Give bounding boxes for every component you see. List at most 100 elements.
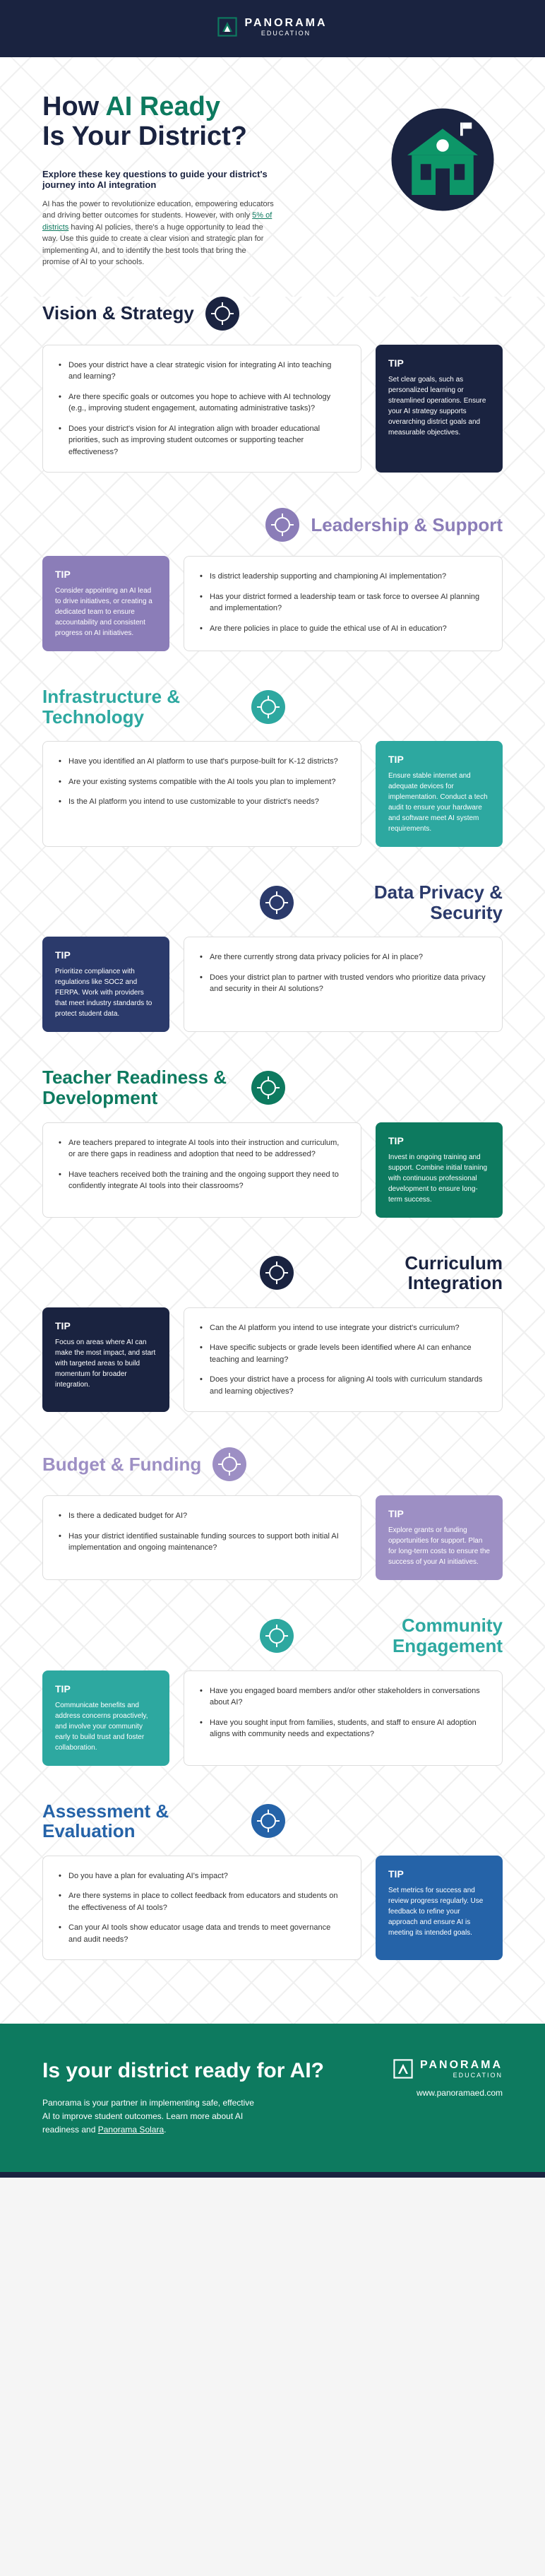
questions-box: Do you have a plan for evaluating AI's i… <box>42 1856 361 1961</box>
sections-container: Vision & Strategy Does your district have… <box>0 297 545 2024</box>
questions-box: Have you identified an AI platform to us… <box>42 741 361 847</box>
section: Data Privacy & Security TIP Prioritize com… <box>42 882 503 1032</box>
tip-box: TIP Focus on areas where AI can make the … <box>42 1307 169 1413</box>
section: Teacher Readiness & Development Are teach… <box>42 1067 503 1217</box>
question-item: Can your AI tools show educator usage da… <box>59 1922 345 1945</box>
section-title: Assessment & Evaluation <box>42 1801 240 1841</box>
hero-subtitle: Explore these key questions to guide you… <box>42 169 275 190</box>
school-building-icon <box>390 107 496 213</box>
tip-label: TIP <box>55 1320 157 1331</box>
section-title: Teacher Readiness & Development <box>42 1067 240 1108</box>
section-icon <box>212 1447 246 1481</box>
section-icon <box>260 886 294 920</box>
question-item: Does your district have a clear strategi… <box>59 360 345 383</box>
section-header: Leadership & Support <box>42 508 503 542</box>
question-item: Are there policies in place to guide the… <box>200 623 486 635</box>
footer-body: Panorama is your partner in implementing… <box>42 2096 254 2137</box>
closing-bar <box>0 2172 545 2178</box>
question-item: Does your district's vision for AI integ… <box>59 423 345 458</box>
questions-box: Are teachers prepared to integrate AI to… <box>42 1122 361 1218</box>
section-title: Community Engagement <box>305 1615 503 1656</box>
tip-body: Consider appointing an AI lead to drive … <box>55 586 157 639</box>
tip-label: TIP <box>388 1135 490 1146</box>
section-row: Have you identified an AI platform to us… <box>42 741 503 847</box>
section-icon <box>205 297 239 331</box>
brand-logo: PANORAMA EDUCATION <box>217 17 327 37</box>
tip-label: TIP <box>55 949 157 961</box>
section-icon <box>251 1071 285 1105</box>
question-item: Is the AI platform you intend to use cus… <box>59 796 345 808</box>
tip-box: TIPInvest in ongoing training and suppor… <box>376 1122 503 1218</box>
questions-box: Can the AI platform you intend to use in… <box>184 1307 503 1413</box>
brand-sub: EDUCATION <box>420 2072 503 2079</box>
footer: Is your district ready for AI? Panorama … <box>0 2024 545 2172</box>
question-item: Does your district have a process for al… <box>200 1374 486 1397</box>
panorama-logo-icon <box>217 17 237 37</box>
section: Curriculum Integration TIP Focus on areas … <box>42 1253 503 1413</box>
question-item: Has your district identified sustainable… <box>59 1531 345 1554</box>
tip-label: TIP <box>388 357 490 369</box>
tip-box: TIP Consider appointing an AI lead to dri… <box>42 556 169 651</box>
section: Community Engagement TIPCommunicate benef… <box>42 1615 503 1765</box>
question-item: Have you engaged board members and/or ot… <box>200 1685 486 1709</box>
question-item: Have you identified an AI platform to us… <box>59 756 345 768</box>
questions-box: Does your district have a clear strategi… <box>42 345 361 473</box>
section: Budget & Funding Is there a dedicated bud… <box>42 1447 503 1580</box>
section-title: Data Privacy & Security <box>305 882 503 922</box>
tip-label: TIP <box>388 1868 490 1880</box>
tip-box: TIP Explore grants or funding opportuniti… <box>376 1495 503 1580</box>
footer-title: Is your district ready for AI? <box>42 2059 365 2084</box>
tip-box: TIP Set metrics for success and review pr… <box>376 1856 503 1961</box>
section-header: Budget & Funding <box>42 1447 503 1481</box>
question-item: Are there specific goals or outcomes you… <box>59 391 345 415</box>
tip-box: TIPCommunicate benefits and address conc… <box>42 1670 169 1766</box>
questions-box: Is district leadership supporting and ch… <box>184 556 503 651</box>
tip-body: Explore grants or funding opportunities … <box>388 1525 490 1567</box>
top-banner: PANORAMA EDUCATION <box>0 0 545 57</box>
question-item: Is there a dedicated budget for AI? <box>59 1510 345 1522</box>
section-title: Budget & Funding <box>42 1454 201 1475</box>
section-icon <box>251 690 285 724</box>
section-icon <box>265 508 299 542</box>
section-header: Assessment & Evaluation <box>42 1801 503 1841</box>
section-row: TIP Prioritize compliance with regulation… <box>42 937 503 1032</box>
section-title: Curriculum Integration <box>305 1253 503 1293</box>
question-item: Do you have a plan for evaluating AI's i… <box>59 1870 345 1882</box>
section-title: Leadership & Support <box>311 515 503 535</box>
tip-body: Prioritize compliance with regulations l… <box>55 966 157 1019</box>
question-item: Can the AI platform you intend to use in… <box>200 1322 486 1334</box>
section-title: Vision & Strategy <box>42 303 194 324</box>
tip-label: TIP <box>388 754 490 765</box>
questions-box: Have you engaged board members and/or ot… <box>184 1670 503 1766</box>
section: Infrastructure & Technology Have you iden… <box>42 687 503 847</box>
section-row: Is there a dedicated budget for AI? Has y… <box>42 1495 503 1580</box>
section-header: Infrastructure & Technology <box>42 687 503 727</box>
section-row: TIPCommunicate benefits and address conc… <box>42 1670 503 1766</box>
section: Vision & Strategy Does your district have… <box>42 297 503 473</box>
tip-label: TIP <box>388 1508 490 1519</box>
hero-body: AI has the power to revolutionize educat… <box>42 198 275 268</box>
section-header: Vision & Strategy <box>42 297 503 331</box>
brand-sub: EDUCATION <box>244 30 327 37</box>
tip-body: Communicate benefits and address concern… <box>55 1700 157 1753</box>
tip-body: Set metrics for success and review progr… <box>388 1885 490 1938</box>
question-item: Have you sought input from families, stu… <box>200 1717 486 1740</box>
section-header: Curriculum Integration <box>42 1253 503 1293</box>
question-item: Are there systems in place to collect fe… <box>59 1890 345 1913</box>
section-icon <box>260 1256 294 1290</box>
question-item: Are your existing systems compatible wit… <box>59 776 345 788</box>
tip-label: TIP <box>55 569 157 580</box>
brand-name: PANORAMA <box>244 17 327 29</box>
question-item: Does your district plan to partner with … <box>200 972 486 995</box>
question-item: Is district leadership supporting and ch… <box>200 571 486 583</box>
section-icon <box>251 1804 285 1838</box>
section-icon <box>260 1619 294 1653</box>
section-row: Do you have a plan for evaluating AI's i… <box>42 1856 503 1961</box>
footer-url[interactable]: www.panoramaed.com <box>393 2088 503 2098</box>
question-item: Have teachers received both the training… <box>59 1169 345 1192</box>
tip-body: Focus on areas where AI can make the mos… <box>55 1337 157 1390</box>
footer-link[interactable]: Panorama Solara <box>98 2125 164 2135</box>
tip-body: Ensure stable internet and adequate devi… <box>388 771 490 834</box>
page: PANORAMA EDUCATION How AI ReadyIs Your D… <box>0 0 545 2178</box>
section-title: Infrastructure & Technology <box>42 687 240 727</box>
